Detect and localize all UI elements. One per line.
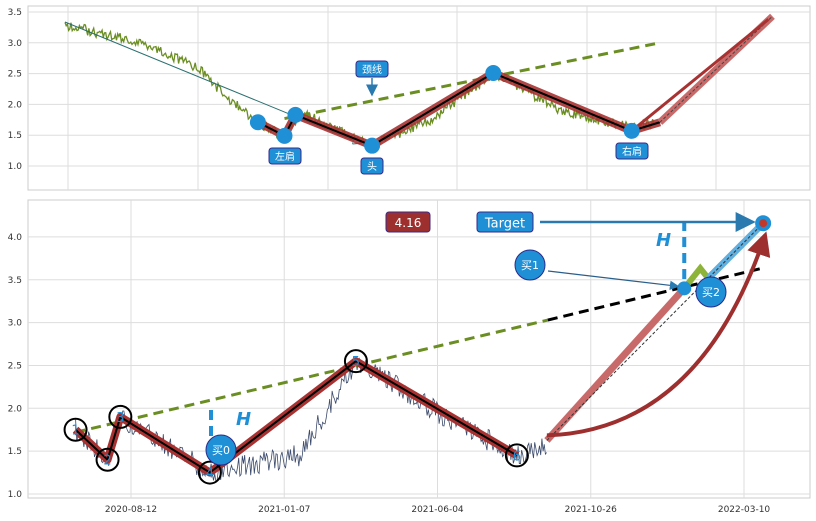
y-tick-label: 4.0 [8,233,23,243]
pattern-point-1 [63,417,88,442]
x-tick-label: 2022-03-10 [718,505,771,515]
top-axes [27,5,811,191]
buy1-point [677,281,692,296]
y-tick-label: 1.5 [8,447,22,457]
target-label [476,211,534,233]
x-tick-label: 2021-06-04 [411,505,464,515]
pattern-point [287,106,304,123]
label-left-shoulder [268,147,302,165]
label-left-shoulder-text: 左肩 [275,150,295,163]
label-head [360,157,384,175]
pattern-point [485,64,502,81]
pattern-point-label: 1 [71,424,79,439]
target-curve-arrow [546,231,771,438]
buy1-arrow [547,270,680,291]
target-value-badge-text: 4.16 [395,216,422,230]
y-tick-label: 2.5 [8,70,22,80]
breakout-band [544,285,687,443]
neckline-extension [547,266,765,322]
buy1-marker-text: 买1 [521,259,539,272]
pattern-point-label: 6 [513,449,521,464]
y-tick-label: 3.0 [8,319,23,329]
pattern-point-2 [95,447,120,472]
pattern-point [623,122,640,139]
bottom-axes [27,199,811,499]
pattern-point-4 [197,460,222,485]
pattern-point [364,137,381,154]
y-tick-label: 2.0 [8,404,23,414]
pattern-line [74,359,518,474]
y-tick-label: 2.5 [8,361,22,371]
h-label-left: H [236,409,251,430]
pattern-point-label: 4 [206,467,214,482]
y-tick-label: 3.5 [8,8,22,18]
pattern-point-label: 5 [352,355,360,370]
pattern-point-label: 3 [116,411,124,426]
pattern-point [276,127,293,144]
label-right-shoulder [615,142,649,160]
buy0-marker [205,434,237,466]
pattern-point-label: 2 [103,454,111,469]
target-value-badge [385,211,431,233]
x-tick-label: 2020-08-12 [105,505,157,515]
label-right-shoulder-text: 右肩 [622,145,642,158]
y-tick-label: 1.5 [8,131,22,141]
h-label-right: H [656,230,671,251]
buy1-marker [514,249,546,281]
label-neckline-text: 颈线 [362,63,382,76]
y-tick-label: 3.5 [8,276,22,286]
buy2-marker-text: 买2 [702,286,720,299]
pattern-point [249,114,266,131]
projection-line [546,222,764,441]
label-head-text: 头 [367,161,377,173]
buy0-marker-text: 买0 [212,444,230,457]
target-point-inner [759,219,768,228]
target-label-text: Target [484,217,525,232]
y-tick-label: 2.0 [8,100,23,110]
pattern-point-3 [108,404,133,429]
y-tick-label: 1.0 [8,162,23,172]
pullback-band [681,263,711,291]
y-tick-label: 3.0 [8,39,23,49]
projection-line [659,15,773,123]
x-tick-label: 2021-10-26 [565,505,618,515]
label-neckline [355,60,389,78]
pattern-point-5 [343,349,368,374]
x-tick-label: 2021-01-07 [258,505,310,515]
neckline [75,318,549,434]
buy2-marker [695,276,727,308]
target-line [630,18,770,133]
y-tick-label: 1.0 [8,490,23,500]
pattern-point-6 [504,443,529,468]
